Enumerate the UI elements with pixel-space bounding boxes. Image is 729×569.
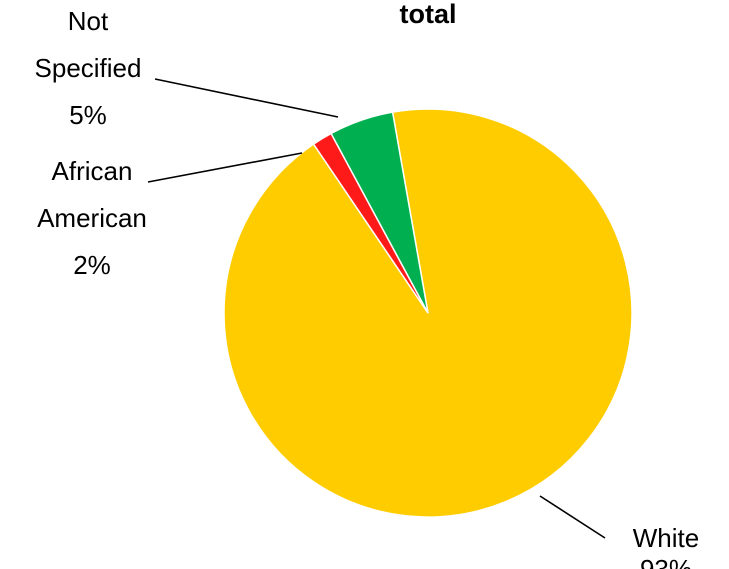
slice-label-african-american: African	[52, 156, 133, 186]
chart-title: total	[400, 0, 457, 29]
pie-slices	[223, 108, 633, 518]
slice-label-white: White	[633, 523, 699, 553]
leader-lines	[147, 78, 606, 539]
slice-label-not-specified: Not	[68, 6, 109, 36]
pie-slice-not-specified	[330, 111, 429, 314]
percent-label-not-specified: 5%	[69, 100, 107, 130]
slice-label-not-specified: Specified	[35, 53, 142, 83]
leader-line-not-specified	[154, 78, 339, 118]
percent-label-african-american: 2%	[73, 250, 111, 280]
leader-line-white	[539, 495, 606, 539]
slice-label-african-american: American	[37, 203, 147, 233]
leader-line-african-american	[147, 152, 303, 183]
percent-label-white: 93%	[640, 554, 692, 569]
